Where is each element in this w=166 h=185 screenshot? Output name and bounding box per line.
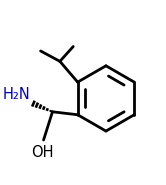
Text: H₂N: H₂N [2, 87, 30, 102]
Text: OH: OH [31, 145, 53, 160]
